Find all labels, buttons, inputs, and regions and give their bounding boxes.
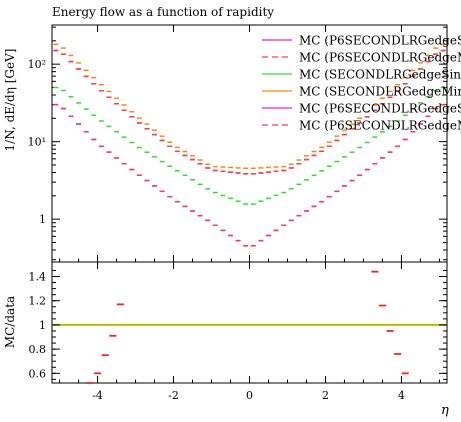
ratio-y-tick-label: 1.4 [29, 271, 47, 284]
x-tick-label: -4 [92, 389, 103, 402]
legend-entry-label: MC (P6SECONDLRGedgeM [299, 51, 461, 65]
main-y-tick-label: 1 [39, 213, 46, 226]
ratio-y-tick-label: 1.2 [29, 295, 47, 308]
ratio-y-tick-label: 0.8 [29, 343, 47, 356]
legend-entry-label: MC (SECONDLRGedgeMin [299, 85, 461, 99]
legend-entry-label: MC (P6SECONDLRGedgeSi [299, 102, 461, 116]
legend-entry-label: MC (P6SECONDLRGedgeSi [299, 34, 461, 48]
ratio-panel: 0.6 0.8 1 1.2 1.4 -4 -2 0 2 4 MC/data η [3, 261, 449, 418]
series-5 [53, 49, 446, 175]
ratio-x-ticks: -4 -2 0 2 4 [59, 262, 440, 402]
main-curves [53, 43, 446, 247]
main-y-axis-label: 1/N, dE/dη [GeV] [3, 49, 17, 152]
main-y-tick-label: 10² [28, 58, 46, 71]
legend-entry-label: MC (P6SECONDLRGedgeM [299, 119, 461, 133]
chart-title: Energy flow as a function of rapidity [52, 5, 274, 19]
ratio-y-tick-label: 1 [39, 319, 46, 332]
x-tick-label: -2 [168, 389, 179, 402]
series-2 [53, 86, 446, 205]
x-axis-label: η [441, 403, 449, 418]
legend: MC (P6SECONDLRGedgeSi MC (P6SECONDLRGedge… [262, 34, 461, 133]
series-1 [53, 103, 446, 247]
x-tick-label: 0 [246, 389, 253, 402]
main-y-ticks: 1 10¹ 10² [28, 25, 447, 262]
x-tick-label: 4 [398, 389, 405, 402]
legend-entry-label: MC (SECONDLRGedgeSin [299, 68, 461, 82]
x-tick-label: 2 [322, 389, 329, 402]
ratio-y-axis-label: MC/data [3, 296, 17, 348]
main-y-tick-label: 10¹ [28, 136, 46, 149]
ratio-plot-frame [51, 261, 448, 384]
series-3 [53, 43, 446, 170]
ratio-points [86, 270, 409, 384]
ratio-y-tick-label: 0.6 [29, 367, 47, 380]
ratio-y-ticks: 0.6 0.8 1 1.2 1.4 [29, 269, 447, 380]
